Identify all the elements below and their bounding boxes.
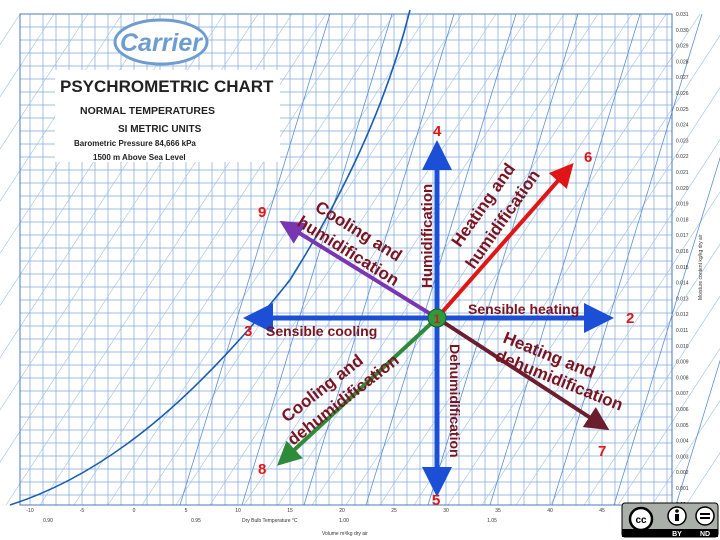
x-tick-label: 20 xyxy=(339,508,345,514)
sensible-cooling-label: Sensible cooling xyxy=(266,323,377,339)
humidification-label: Humidification xyxy=(419,184,436,288)
right-tick-label: 0.007 xyxy=(676,391,689,397)
nd-equals-icon xyxy=(695,506,715,526)
right-tick-label: 0.014 xyxy=(676,281,689,287)
right-tick-label: 0.013 xyxy=(676,296,689,302)
right-axis-ticks: 0.031 0.030 0.029 0.028 0.027 0.026 0.025 0.024… xyxy=(676,12,689,508)
saturation-curve xyxy=(9,9,411,506)
right-tick-label: 0.026 xyxy=(676,91,689,97)
number-7: 7 xyxy=(598,443,606,460)
right-tick-label: 0.003 xyxy=(676,454,689,460)
by-label: BY xyxy=(672,531,682,538)
right-tick-label: 0.015 xyxy=(676,265,689,271)
sensible-heating-label: Sensible heating xyxy=(468,301,579,317)
x-tick-label: 30 xyxy=(443,508,449,514)
x-tick-label: 45 xyxy=(599,508,605,514)
right-tick-label: 0.017 xyxy=(676,233,689,239)
x-tick-label: 5 xyxy=(185,508,188,514)
right-tick-label: 0.008 xyxy=(676,375,689,381)
right-tick-label: 0.004 xyxy=(676,439,689,445)
dehumidification-label: Dehumidification xyxy=(447,344,463,458)
right-tick-label: 0.029 xyxy=(676,44,689,50)
x-tick-label: -10 xyxy=(26,508,33,514)
pressure-label: Barometric Pressure 84,666 kPa xyxy=(74,139,196,148)
right-tick-label: 0.010 xyxy=(676,344,689,350)
volume-tick-label: 0.95 xyxy=(191,518,201,524)
altitude-label: 1500 m Above Sea Level xyxy=(93,153,186,162)
right-tick-label: 0.001 xyxy=(676,486,689,492)
x-axis-label: Dry Bulb Temperature °C xyxy=(242,518,298,524)
right-tick-label: 0.022 xyxy=(676,154,689,160)
right-tick-label: 0.019 xyxy=(676,202,689,208)
right-tick-label: 0.012 xyxy=(676,312,689,318)
center-point xyxy=(427,308,447,328)
volume-tick-label: 0.90 xyxy=(43,518,53,524)
volume-tick-label: 1.05 xyxy=(487,518,497,524)
number-9: 9 xyxy=(258,204,266,221)
cc-license-badge: cc BY ND xyxy=(621,502,719,538)
right-tick-label: 0.006 xyxy=(676,407,689,413)
right-tick-label: 0.020 xyxy=(676,186,689,192)
right-tick-label: 0.028 xyxy=(676,59,689,65)
right-tick-label: 0.025 xyxy=(676,107,689,113)
carrier-logo: Carrier xyxy=(113,18,209,66)
number-2: 2 xyxy=(626,310,634,327)
number-8: 8 xyxy=(258,461,266,478)
cooling-dehumidification-arrow xyxy=(277,316,439,466)
right-tick-label: 0.002 xyxy=(676,470,689,476)
nd-label: ND xyxy=(700,531,710,538)
number-3: 3 xyxy=(244,323,252,340)
cc-icon xyxy=(628,506,654,532)
x-tick-label: 0 xyxy=(133,508,136,514)
right-tick-label: 0.005 xyxy=(676,423,689,429)
x-tick-label: 15 xyxy=(287,508,293,514)
right-tick-label: 0.011 xyxy=(676,328,688,334)
right-tick-label: 0.027 xyxy=(676,75,689,81)
right-tick-label: 0.018 xyxy=(676,217,689,223)
heating-dehumidification-arrow xyxy=(435,316,610,431)
heating-humidification-arrow xyxy=(435,162,574,320)
chart-subtitle: NORMAL TEMPERATURES xyxy=(80,105,215,117)
volume-axis-label: Volume m³/kg dry air xyxy=(322,531,368,537)
cc-text: cc xyxy=(635,515,647,526)
right-tick-label: 0.031 xyxy=(676,12,689,18)
center-number: 1 xyxy=(434,312,441,326)
x-tick-label: 40 xyxy=(547,508,553,514)
right-axis-label: Moisture content kg/kg dry air xyxy=(698,234,704,300)
number-4: 4 xyxy=(433,123,442,140)
number-5: 5 xyxy=(432,492,440,509)
logo-text: Carrier xyxy=(120,29,203,57)
right-tick-label: 0.024 xyxy=(676,123,689,129)
right-tick-label: 0.009 xyxy=(676,360,689,366)
right-tick-label: 0.030 xyxy=(676,28,689,34)
cooling-humidification-arrow xyxy=(279,220,439,320)
x-tick-label: 10 xyxy=(235,508,241,514)
right-tick-label: 0.016 xyxy=(676,249,689,255)
right-tick-label: 0.021 xyxy=(676,170,689,176)
number-6: 6 xyxy=(584,149,592,166)
chart-title: PSYCHROMETRIC CHART xyxy=(60,77,274,96)
units-label: SI METRIC UNITS xyxy=(118,124,202,135)
x-tick-label: -5 xyxy=(80,508,85,514)
volume-tick-label: 1.00 xyxy=(339,518,349,524)
x-tick-label: 25 xyxy=(391,508,397,514)
x-axis-ticks: -10-505101520253035404550 xyxy=(26,508,657,514)
volume-ticks: 0.900.951.001.051.10 xyxy=(43,518,645,524)
x-tick-label: 35 xyxy=(495,508,501,514)
right-tick-label: 0.023 xyxy=(676,138,689,144)
